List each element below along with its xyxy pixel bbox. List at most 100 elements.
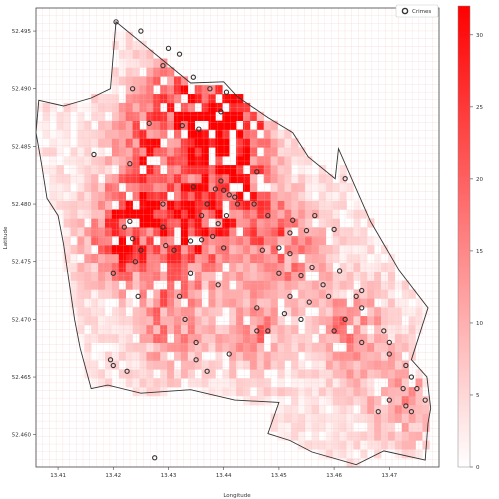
heatmap-cell: [339, 271, 347, 281]
heatmap-cell: [256, 271, 265, 281]
heatmap-cell: [84, 307, 92, 317]
crime-marker: [259, 247, 265, 253]
heatmap-cell: [312, 440, 320, 450]
heatmap-cell: [139, 173, 147, 184]
heatmap-cell: [305, 165, 313, 175]
heatmap-cell: [201, 342, 209, 352]
heatmap-cell: [84, 156, 92, 166]
heatmap-cell: [167, 307, 175, 317]
heatmap-cell: [332, 200, 340, 210]
heatmap-cell: [118, 200, 127, 210]
heatmap-cell: [305, 253, 313, 264]
heatmap-cell: [222, 218, 230, 228]
heatmap-cell: [187, 369, 196, 379]
crime-marker: [265, 328, 271, 334]
heatmap-cell: [194, 85, 202, 95]
heatmap-cell: [139, 307, 147, 317]
heatmap-cell: [312, 200, 320, 210]
heatmap-cell: [332, 307, 340, 317]
heatmap-cell: [305, 245, 313, 255]
heatmap-cell: [139, 227, 147, 237]
crime-marker: [226, 192, 232, 198]
heatmap-cell: [229, 333, 237, 343]
heatmap-cell: [256, 360, 265, 370]
heatmap-cell: [367, 342, 375, 352]
heatmap-cell: [325, 253, 334, 264]
heatmap-cell: [91, 236, 99, 246]
heatmap-cell: [105, 191, 113, 201]
heatmap-cell: [415, 298, 423, 308]
heatmap-cell: [49, 156, 57, 166]
heatmap-cell: [70, 289, 78, 299]
crime-marker: [110, 270, 116, 276]
heatmap-cell: [91, 200, 99, 210]
heatmap-cell: [374, 422, 382, 432]
heatmap-cell: [194, 156, 202, 166]
heatmap-cell: [422, 413, 430, 423]
heatmap-cell: [98, 218, 106, 228]
heatmap-cell: [236, 218, 244, 228]
heatmap-cell: [118, 31, 127, 42]
heatmap-cell: [236, 165, 244, 175]
heatmap-cell: [111, 227, 120, 237]
heatmap-cell: [215, 360, 223, 370]
heatmap-cell: [236, 324, 244, 335]
heatmap-cell: [222, 245, 230, 255]
heatmap-cell: [305, 324, 313, 335]
heatmap-cell: [111, 209, 120, 219]
heatmap-cell: [312, 316, 320, 326]
heatmap-cell: [229, 289, 237, 299]
crime-marker: [306, 299, 312, 305]
heatmap-cell: [49, 138, 57, 148]
heatmap-cell: [236, 129, 244, 139]
heatmap-cell: [222, 227, 230, 237]
heatmap-cell: [291, 209, 299, 219]
heatmap-cell: [42, 129, 51, 139]
heatmap-cell: [118, 76, 127, 86]
heatmap-cell: [305, 191, 313, 201]
heatmap-cell: [374, 262, 382, 272]
heatmap-cell: [125, 209, 133, 219]
crime-marker: [198, 237, 205, 243]
heatmap-cell: [243, 120, 251, 130]
heatmap-cell: [160, 182, 168, 193]
heatmap-cell: [215, 129, 223, 139]
heatmap-cell: [56, 173, 64, 184]
heatmap-cell: [277, 218, 285, 228]
heatmap-cell: [167, 76, 175, 86]
heatmap-cell: [208, 165, 216, 175]
heatmap-cell: [318, 333, 327, 343]
heatmap-cell: [374, 413, 382, 423]
heatmap-cell: [118, 262, 127, 272]
heatmap-cell: [98, 227, 106, 237]
crime-marker: [381, 328, 387, 334]
heatmap-cell: [98, 156, 106, 166]
legend-label: Crimes: [412, 9, 431, 15]
heatmap-cell: [84, 120, 92, 130]
heatmap-cell: [84, 129, 92, 139]
crime-marker: [331, 226, 337, 233]
heatmap-cell: [187, 342, 196, 352]
heatmap-cell: [125, 94, 133, 104]
heatmap-cell: [284, 218, 292, 228]
heatmap-cell: [229, 209, 237, 219]
heatmap-cell: [91, 316, 99, 326]
heatmap-cell: [160, 271, 168, 281]
heatmap-cell: [167, 298, 175, 308]
heatmap-cell: [332, 218, 340, 228]
heatmap-cell: [125, 369, 133, 379]
heatmap-cell: [305, 182, 313, 193]
heatmap-cell: [367, 395, 375, 406]
heatmap-cell: [236, 307, 244, 317]
crime-marker: [127, 218, 133, 224]
heatmap-cell: [229, 307, 237, 317]
crime-markers: [91, 19, 428, 461]
heatmap-cell: [77, 147, 85, 157]
heatmap-cell: [84, 191, 92, 201]
heatmap-cell: [70, 307, 78, 317]
heatmap-cell: [394, 413, 403, 423]
heatmap-cell: [270, 165, 278, 175]
heatmap-cell: [201, 271, 209, 281]
heatmap-cell: [339, 191, 347, 201]
y-tick-label: 52.490: [12, 87, 32, 93]
